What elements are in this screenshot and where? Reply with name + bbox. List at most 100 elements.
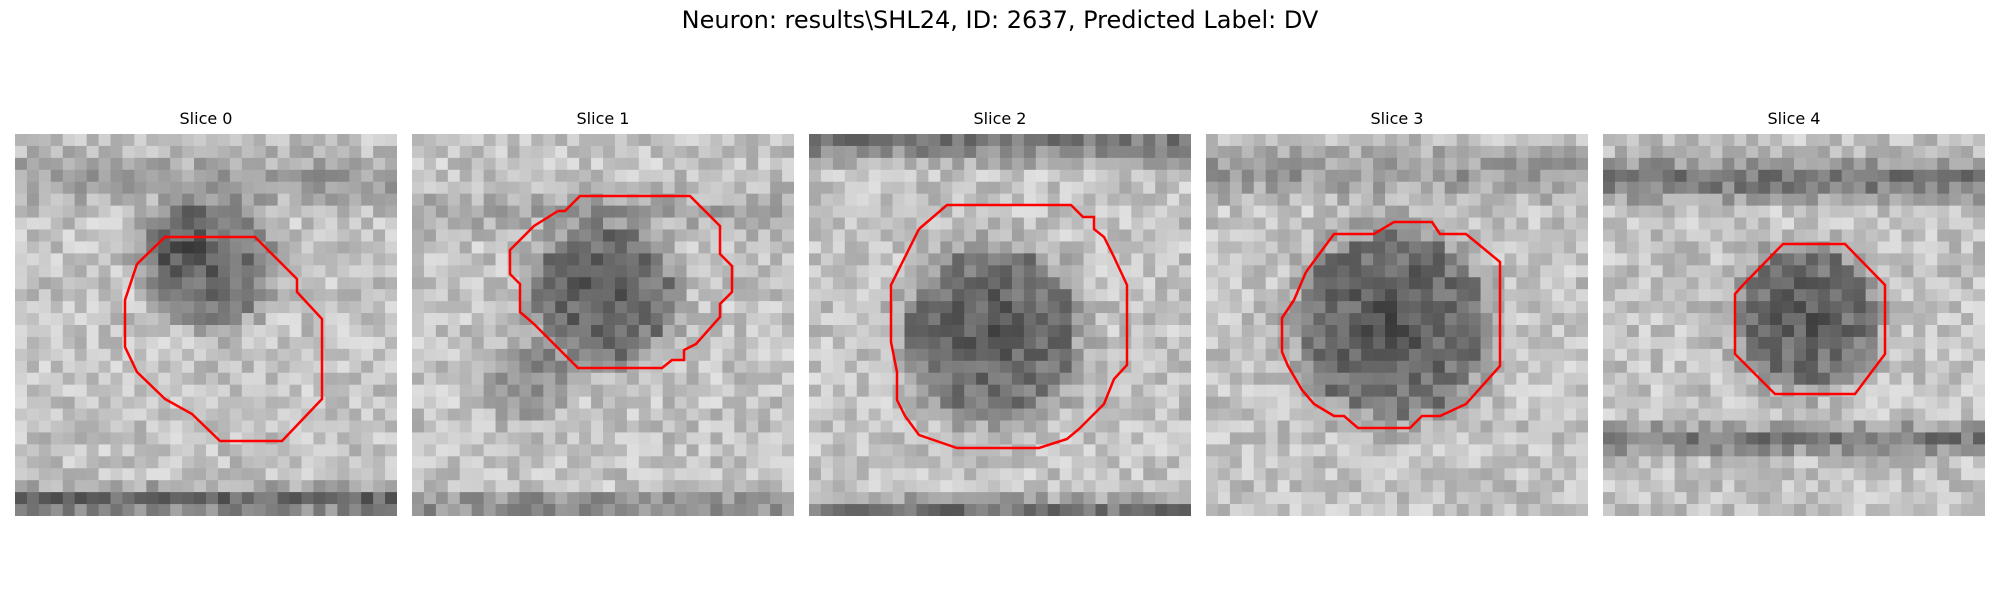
- pixel-cell: [447, 301, 461, 314]
- pixel-cell: [373, 301, 386, 314]
- pixel-cell: [1289, 420, 1302, 433]
- pixel-cell: [1782, 205, 1795, 219]
- pixel-cell: [459, 193, 473, 207]
- pixel-cell: [1119, 229, 1132, 242]
- pixel-cell: [1853, 432, 1867, 445]
- pixel-cell: [614, 480, 628, 493]
- pixel-cell: [638, 408, 652, 421]
- pixel-cell: [952, 492, 965, 505]
- pixel-cell: [626, 504, 640, 516]
- pixel-cell: [591, 336, 604, 350]
- pixel-cell: [1206, 193, 1219, 207]
- pixel-cell: [1805, 169, 1819, 183]
- pixel-cell: [253, 456, 267, 469]
- pixel-cell: [1155, 360, 1168, 374]
- pixel-cell: [1155, 384, 1168, 398]
- pixel-cell: [1107, 169, 1120, 183]
- pixel-cell: [74, 157, 88, 171]
- pixel-cell: [758, 444, 771, 457]
- pixel-cell: [988, 420, 1001, 433]
- pixel-cell: [1829, 444, 1843, 457]
- pixel-cell: [471, 217, 485, 230]
- pixel-cell: [337, 313, 350, 326]
- pixel-cell: [170, 408, 183, 421]
- pixel-cell: [1841, 432, 1855, 445]
- pixel-cell: [1131, 468, 1144, 481]
- pixel-cell: [50, 325, 64, 338]
- pixel-cell: [1674, 325, 1688, 338]
- pixel-cell: [1576, 480, 1588, 493]
- pixel-cell: [1420, 348, 1434, 362]
- pixel-cell: [241, 253, 255, 266]
- pixel-cell: [770, 420, 783, 433]
- pixel-cell: [531, 480, 544, 493]
- pixel-cell: [1071, 480, 1085, 493]
- pixel-cell: [1000, 325, 1013, 338]
- pixel-cell: [471, 456, 485, 469]
- pixel-cell: [385, 313, 397, 326]
- pixel-cell: [110, 456, 123, 469]
- pixel-cell: [567, 301, 580, 314]
- pixel-cell: [1289, 169, 1302, 183]
- pixel-cell: [1758, 360, 1771, 374]
- pixel-cell: [110, 169, 123, 183]
- pixel-cell: [1949, 253, 1962, 266]
- pixel-cell: [1349, 181, 1362, 195]
- pixel-cell: [1937, 360, 1950, 374]
- pixel-cell: [626, 456, 640, 469]
- pixel-cell: [289, 193, 302, 207]
- pixel-cell: [662, 313, 676, 326]
- pixel-cell: [809, 157, 822, 171]
- pixel-cell: [337, 504, 350, 516]
- pixel-cell: [1552, 408, 1565, 421]
- pixel-cell: [325, 336, 338, 350]
- pixel-cell: [1794, 193, 1807, 207]
- pixel-cell: [1722, 265, 1735, 278]
- pixel-cell: [1468, 325, 1482, 338]
- pixel-cell: [1516, 444, 1529, 457]
- pixel-cell: [832, 444, 846, 457]
- pixel-cell: [447, 480, 461, 493]
- pixel-cell: [1492, 169, 1505, 183]
- pixel-cell: [844, 145, 858, 159]
- pixel-cell: [471, 265, 485, 278]
- pixel-cell: [1853, 420, 1867, 433]
- pixel-cell: [229, 360, 243, 374]
- pixel-cell: [567, 360, 580, 374]
- pixel-cell: [1504, 169, 1517, 183]
- pixel-cell: [1710, 313, 1723, 326]
- pixel-cell: [1853, 348, 1867, 362]
- pixel-cell: [579, 277, 592, 290]
- pixel-cell: [1746, 205, 1759, 219]
- pixel-cell: [603, 384, 616, 398]
- pixel-cell: [1865, 432, 1879, 445]
- pixel-cell: [1877, 193, 1890, 207]
- pixel-cell: [495, 277, 508, 290]
- pixel-cell: [1023, 480, 1037, 493]
- pixel-cell: [1456, 456, 1470, 469]
- pixel-cell: [1241, 265, 1255, 278]
- pixel-cell: [1071, 217, 1085, 230]
- pixel-cell: [1361, 444, 1374, 457]
- pixel-cell: [904, 145, 917, 159]
- pixel-cell: [86, 420, 100, 433]
- pixel-cell: [373, 181, 386, 195]
- pixel-cell: [1325, 396, 1338, 410]
- pixel-cell: [1528, 301, 1541, 314]
- pixel-cell: [892, 492, 905, 505]
- pixel-cell: [229, 432, 243, 445]
- pixel-cell: [1468, 408, 1482, 421]
- pixel-cell: [1337, 384, 1350, 398]
- pixel-cell: [1528, 325, 1541, 338]
- pixel-cell: [459, 253, 473, 266]
- pixel-cell: [495, 265, 508, 278]
- pixel-cell: [722, 432, 735, 445]
- pixel-cell: [86, 432, 100, 445]
- pixel-cell: [1504, 205, 1517, 219]
- pixel-cell: [710, 396, 723, 410]
- pixel-cell: [1853, 360, 1867, 374]
- pixel-cell: [1408, 277, 1422, 290]
- pixel-cell: [98, 325, 111, 338]
- pixel-cell: [698, 265, 711, 278]
- pixel-cell: [206, 360, 219, 374]
